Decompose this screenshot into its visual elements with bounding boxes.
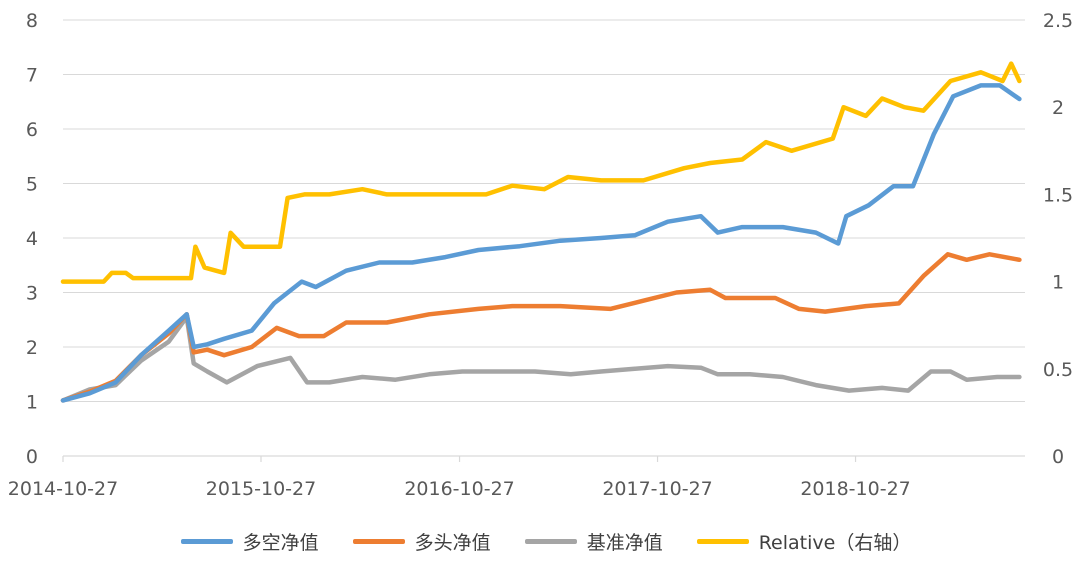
x-tick-label: 2016-10-27 bbox=[404, 478, 514, 500]
plot-area bbox=[60, 61, 1022, 403]
y-left-tick-label: 0 bbox=[26, 446, 38, 468]
legend-item: Relative（右轴） bbox=[696, 528, 912, 555]
y-left-tick-label: 6 bbox=[26, 119, 38, 141]
y-right-tick-label: 2 bbox=[1052, 97, 1064, 119]
y-left-tick-label: 7 bbox=[26, 65, 38, 87]
axes: 0 1 2 3 4 5 6 7 8 0 0.5 1 1.5 2 2.5 2014-10-27 2015-10-2… bbox=[8, 10, 1073, 500]
y-right-tick-label: 2.5 bbox=[1043, 10, 1073, 32]
legend: 多空净值 多头净值 基准净值 Relative（右轴） bbox=[0, 526, 1092, 556]
legend-item: 多头净值 bbox=[352, 528, 491, 555]
series-line-4 bbox=[60, 61, 1022, 284]
y-left-tick-label: 5 bbox=[26, 174, 38, 196]
legend-swatch bbox=[180, 538, 233, 544]
legend-label: 基准净值 bbox=[586, 531, 663, 554]
legend-label: 多空净值 bbox=[242, 531, 319, 554]
y-left-tick-label: 4 bbox=[26, 228, 38, 250]
legend-item: 多空净值 bbox=[180, 528, 319, 555]
series-line-1 bbox=[60, 83, 1022, 403]
y-left-tick-label: 8 bbox=[26, 10, 38, 32]
series-line-2 bbox=[60, 252, 1022, 403]
legend-swatch bbox=[524, 538, 577, 544]
line-chart: 0 1 2 3 4 5 6 7 8 0 0.5 1 1.5 2 2.5 2014-10-27 2015-10-2… bbox=[8, 10, 1073, 500]
legend-swatch bbox=[352, 538, 405, 544]
series-line-3 bbox=[60, 314, 1022, 403]
legend-label: 多头净值 bbox=[414, 531, 491, 554]
gridlines bbox=[63, 19, 1025, 402]
x-tick-label: 2014-10-27 bbox=[8, 478, 118, 500]
y-right-tick-label: 0 bbox=[1052, 446, 1064, 468]
legend-label: Relative（右轴） bbox=[758, 531, 912, 554]
x-tick-label: 2018-10-27 bbox=[800, 478, 910, 500]
y-left-tick-label: 3 bbox=[26, 283, 38, 305]
legend-item: 基准净值 bbox=[524, 528, 663, 555]
y-left-tick-label: 2 bbox=[26, 337, 38, 359]
legend-swatch bbox=[696, 538, 749, 544]
y-right-tick-label: 1.5 bbox=[1043, 184, 1073, 206]
y-left-tick-label: 1 bbox=[26, 392, 38, 414]
x-tick-label: 2015-10-27 bbox=[206, 478, 316, 500]
x-tick-label: 2017-10-27 bbox=[602, 478, 712, 500]
y-right-tick-label: 1 bbox=[1052, 272, 1064, 294]
y-right-tick-label: 0.5 bbox=[1043, 359, 1073, 381]
